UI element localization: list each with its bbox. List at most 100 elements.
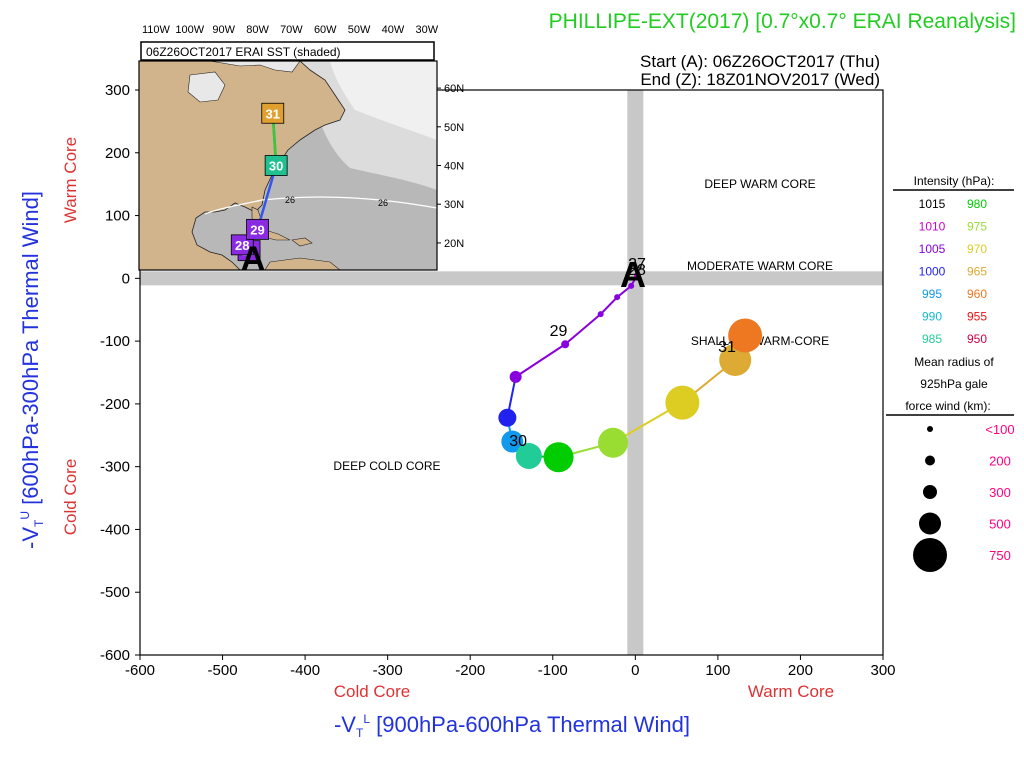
intensity-value: 995: [922, 287, 942, 301]
y-tick-label: 300: [105, 82, 130, 99]
y-tick-label: -500: [100, 584, 130, 601]
inset-title: 06Z26OCT2017 ERAI SST (shaded): [146, 45, 341, 59]
y-axis-warm-core-label: Warm Core: [61, 137, 80, 223]
trajectory-point: [614, 294, 621, 301]
start-label: Start (A): 06Z26OCT2017 (Thu): [640, 52, 880, 71]
x-axis-ticks: -600 -500 -400 -300 -200 -100 0 100 200 300: [125, 655, 896, 679]
intensity-value: 1010: [919, 220, 946, 234]
trajectory-point: [498, 408, 517, 427]
radius-legend-value: 200: [989, 454, 1011, 469]
vertical-zero-band: [627, 90, 644, 655]
inset-contour-label-1: 26: [285, 195, 295, 205]
inset-lat-label: 40N: [444, 161, 464, 173]
radius-legend-title-3: force wind (km):: [905, 399, 990, 413]
start-marker-a: A: [620, 254, 646, 295]
intensity-value: 1005: [919, 242, 946, 256]
x-tick-label: -400: [290, 662, 320, 679]
label-moderate-warm-core: MODERATE WARM CORE: [687, 259, 833, 273]
inset-lon-labels: 110W 100W 90W 80W 70W 60W 50W 40W 30W: [142, 24, 439, 36]
x-tick-label: -300: [373, 662, 403, 679]
inset-frame: [138, 60, 438, 271]
intensity-value: 980: [967, 197, 987, 211]
trajectory-segment: [515, 343, 566, 378]
label-deep-cold-core: DEEP COLD CORE: [333, 459, 440, 473]
intensity-value: 950: [967, 332, 987, 346]
trajectory-point: [598, 427, 629, 458]
x-tick-label: 100: [705, 662, 730, 679]
radius-rows: <100 200 300 500 750: [913, 422, 1015, 572]
x-axis-warm-core-label: Warm Core: [748, 682, 834, 701]
inset-track-day-label: 29: [250, 222, 264, 237]
radius-legend-marker: [925, 455, 935, 466]
radius-legend-value: 750: [989, 548, 1011, 563]
x-tick-label: 200: [788, 662, 813, 679]
inset-land-north-america: [139, 61, 346, 270]
inset-hispaniola: [291, 237, 313, 247]
intensity-value: 985: [922, 332, 942, 346]
inset-lon-label: 70W: [280, 24, 303, 36]
day-label: 30: [509, 433, 527, 450]
y-tick-label: -200: [100, 396, 130, 413]
y-axis-cold-core-label: Cold Core: [61, 459, 80, 536]
radius-legend-marker: [919, 512, 941, 535]
x-axis-label: -VTL [900hPa-600hPa Thermal Wind]: [334, 712, 690, 740]
label-deep-warm-core: DEEP WARM CORE: [704, 177, 815, 191]
x-tick-label: -600: [125, 662, 155, 679]
inset-track-day-label: 31: [266, 106, 280, 121]
x-tick-label: -100: [538, 662, 568, 679]
inset-start-marker: A: [241, 240, 266, 278]
inset-track-day-box: [264, 155, 288, 176]
y-tick-label: 100: [105, 208, 130, 225]
inset-sst-26-contour-gulf: [204, 199, 263, 215]
radius-legend-title-2: 925hPa gale: [920, 377, 988, 391]
radius-legend-value: 300: [989, 485, 1011, 500]
y-tick-label: 200: [105, 145, 130, 162]
trajectory-point: [597, 311, 604, 318]
inset-lon-label: 50W: [348, 24, 371, 36]
day-label: 29: [550, 323, 568, 340]
inset-track-day-box: [230, 234, 254, 256]
intensity-value: 1015: [919, 197, 946, 211]
y-axis-ticks: 300 200 100 0 -100 -200 -300 -400 -500 -600: [100, 82, 140, 664]
inset-cold-ocean-north: [330, 61, 437, 140]
trajectory-point: [543, 442, 574, 473]
y-tick-label: -100: [100, 333, 130, 350]
inset-lon-label: 60W: [314, 24, 337, 36]
inset-land-north-islands: [209, 61, 301, 73]
intensity-value: 955: [967, 310, 987, 324]
trajectory-point: [665, 385, 700, 420]
inset-track-day-box: [261, 102, 285, 124]
inset-track-day-box: [246, 218, 269, 240]
inset-lat-label: 20N: [444, 238, 464, 250]
plot-frame: [139, 89, 884, 656]
inset-title-box: [140, 41, 435, 61]
inset-hudson-bay: [187, 71, 226, 103]
trajectory-segment: [599, 296, 618, 315]
inset-lat-labels: 60N 50N 40N 30N 20N: [437, 83, 464, 250]
day-label: 27: [628, 256, 646, 273]
trajectory-point: [633, 272, 640, 279]
day-label: 31: [718, 339, 736, 356]
radius-legend-value: 500: [989, 517, 1011, 532]
inset-lon-label: 110W: [142, 24, 171, 36]
trajectory-point: [628, 282, 635, 289]
x-tick-label: 0: [631, 662, 639, 679]
intensity-value: 970: [967, 242, 987, 256]
inset-lon-label: 40W: [382, 24, 405, 36]
radius-legend-marker: [923, 485, 937, 499]
quadrant-bands: [140, 90, 883, 655]
inset-lat-label: 30N: [444, 199, 464, 211]
y-tick-label: 0: [122, 270, 130, 287]
radius-legend-marker: [913, 538, 947, 572]
figure-title: PHILLIPE-EXT(2017) [0.7°x0.7° ERAI Reana…: [549, 10, 1016, 33]
inset-lon-label: 90W: [212, 24, 235, 36]
y-tick-label: -300: [100, 459, 130, 476]
intensity-legend-title: Intensity (hPa):: [914, 174, 995, 188]
inset-lon-label: 80W: [246, 24, 269, 36]
inset-track-day-label: 30: [269, 159, 283, 174]
inset-sst-map: 110W 100W 90W 80W 70W 60W 50W 40W 30W 60N 50N 40N 3…: [138, 24, 464, 278]
intensity-rows: 1015 980 1010 975 1005 970 1000 965 995 960 990 955…: [919, 197, 988, 346]
